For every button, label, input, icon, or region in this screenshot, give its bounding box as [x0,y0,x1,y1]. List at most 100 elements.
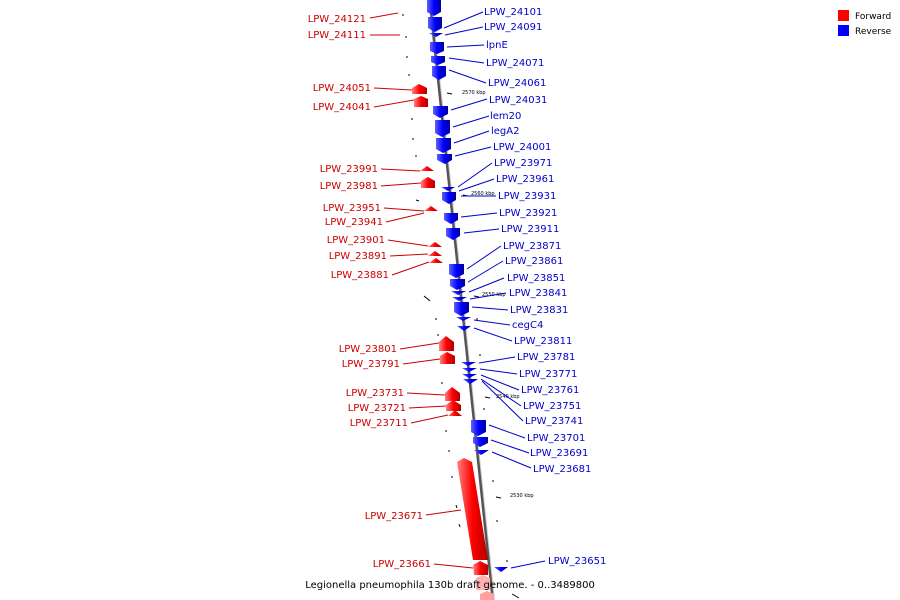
reverse-gene-feature[interactable] [473,437,488,447]
reverse-gene-feature[interactable] [429,33,443,37]
reverse-gene-feature[interactable] [463,379,478,384]
gene-label-forward[interactable]: LPW_23881 [331,270,389,281]
gene-label-reverse[interactable]: LPW_23931 [498,191,556,202]
gene-label-reverse[interactable]: LPW_23831 [510,305,568,316]
reverse-gene-feature[interactable] [435,120,450,137]
reverse-gene-feature[interactable] [428,17,442,32]
forward-gene-feature[interactable] [421,177,435,188]
gene-label-forward[interactable]: LPW_23951 [323,203,381,214]
reverse-gene-feature[interactable] [432,66,446,80]
forward-gene-feature[interactable] [428,242,442,247]
gene-label-forward[interactable]: LPW_23941 [325,217,383,228]
reverse-gene-feature[interactable] [461,362,476,366]
gene-label-reverse[interactable]: LPW_24031 [489,95,547,106]
forward-gene-feature[interactable] [424,206,438,211]
reverse-gene-feature[interactable] [431,56,445,65]
reverse-gene-feature[interactable] [427,0,441,16]
gene-label-reverse[interactable]: LPW_23681 [533,464,591,475]
gene-label-reverse[interactable]: LPW_23911 [501,224,559,235]
gene-label-reverse[interactable]: LPW_23741 [525,416,583,427]
forward-gene-feature[interactable] [439,336,454,351]
gene-label-reverse[interactable]: lpnE [486,40,508,51]
gene-label-reverse[interactable]: LPW_23841 [509,288,567,299]
forward-gene-feature[interactable] [440,352,455,364]
reverse-gene-feature[interactable] [494,567,508,572]
forward-gene-labels: LPW_24121 LPW_24111 LPW_24051 LPW_24041 … [308,14,431,570]
gene-label-reverse[interactable]: LPW_23761 [521,385,579,396]
forward-features [412,84,494,600]
forward-gene-feature[interactable] [448,410,462,416]
reverse-gene-feature[interactable] [462,368,477,372]
forward-gene-feature[interactable] [476,575,490,590]
reverse-gene-feature[interactable] [437,154,452,164]
genome-caption: Legionella pneumophila 130b draft genome… [305,580,595,591]
gene-label-forward[interactable]: LPW_23991 [320,164,378,175]
gene-label-reverse[interactable]: LPW_24091 [484,22,542,33]
gene-label-reverse[interactable]: LPW_23971 [494,158,552,169]
forward-gene-feature[interactable] [480,591,494,600]
gene-label-reverse[interactable]: LPW_23751 [523,401,581,412]
gene-label-forward[interactable]: LPW_23711 [350,418,408,429]
forward-gene-feature[interactable] [445,387,460,401]
gene-label-reverse[interactable]: lem20 [490,111,521,122]
gene-label-forward[interactable]: LPW_23791 [342,359,400,370]
gene-label-forward[interactable]: LPW_24111 [308,30,366,41]
reverse-gene-feature[interactable] [450,279,465,290]
gene-label-reverse[interactable]: LPW_23781 [517,352,575,363]
gene-label-forward[interactable]: LPW_24041 [313,102,371,113]
gene-label-reverse[interactable]: legA2 [491,126,519,137]
forward-gene-feature[interactable] [428,251,442,256]
gene-label-reverse[interactable]: LPW_24071 [486,58,544,69]
reverse-gene-feature[interactable] [433,106,448,118]
gene-label-reverse[interactable]: LPW_24001 [493,142,551,153]
reverse-gene-feature[interactable] [452,297,467,301]
gene-label-reverse[interactable]: LPW_23921 [499,208,557,219]
forward-gene-feature[interactable] [457,458,488,560]
gene-label-reverse[interactable]: LPW_23851 [507,273,565,284]
reverse-gene-feature[interactable] [456,317,471,321]
gene-label-forward[interactable]: LPW_23661 [373,559,431,570]
reverse-connectors [443,11,546,569]
forward-gene-feature[interactable] [429,258,443,263]
gene-label-forward[interactable]: LPW_23891 [329,251,387,262]
gene-label-forward[interactable]: LPW_24121 [308,14,366,25]
gene-label-forward[interactable]: LPW_23981 [320,181,378,192]
gene-label-reverse[interactable]: cegC4 [512,320,543,331]
gene-label-reverse[interactable]: LPW_23861 [505,256,563,267]
forward-gene-feature[interactable] [446,400,461,411]
gene-label-reverse[interactable]: LPW_23651 [548,556,606,567]
gene-label-forward[interactable]: LPW_23731 [346,388,404,399]
reverse-gene-feature[interactable] [471,420,486,436]
gene-label-reverse[interactable]: LPW_23961 [496,174,554,185]
reverse-gene-feature[interactable] [457,326,471,331]
gene-label-forward[interactable]: LPW_24051 [313,83,371,94]
gene-label-forward[interactable]: LPW_23671 [365,511,423,522]
forward-gene-feature[interactable] [473,561,488,575]
gene-label-reverse[interactable]: LPW_23691 [530,448,588,459]
gene-label-forward[interactable]: LPW_23721 [348,403,406,414]
reverse-gene-feature[interactable] [449,264,464,278]
reverse-gene-feature[interactable] [441,187,455,191]
gene-label-forward[interactable]: LPW_23801 [339,344,397,355]
gene-label-reverse[interactable]: LPW_23871 [503,241,561,252]
reverse-gene-feature[interactable] [444,213,458,224]
gene-label-reverse[interactable]: LPW_23811 [514,336,572,347]
reverse-gene-feature[interactable] [436,138,451,153]
gene-label-reverse[interactable]: LPW_24061 [488,78,546,89]
legend-reverse-swatch [838,25,849,36]
forward-gene-feature[interactable] [414,96,428,107]
gene-label-reverse[interactable]: LPW_23771 [519,369,577,380]
reverse-gene-feature[interactable] [462,374,477,378]
reverse-gene-feature[interactable] [430,42,444,54]
reverse-gene-feature[interactable] [442,192,456,204]
reverse-gene-feature[interactable] [451,291,466,295]
reverse-gene-feature[interactable] [474,450,489,455]
gene-label-forward[interactable]: LPW_23901 [327,235,385,246]
reverse-gene-feature[interactable] [454,302,469,316]
gene-label-reverse[interactable]: LPW_23701 [527,433,585,444]
forward-gene-feature[interactable] [420,166,434,171]
reverse-gene-feature[interactable] [446,228,460,240]
forward-gene-feature[interactable] [412,84,427,94]
gene-label-reverse[interactable]: LPW_24101 [484,7,542,18]
legend: Forward Reverse [838,10,892,37]
